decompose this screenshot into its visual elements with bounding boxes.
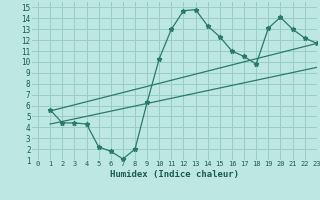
X-axis label: Humidex (Indice chaleur): Humidex (Indice chaleur) [110, 170, 239, 179]
